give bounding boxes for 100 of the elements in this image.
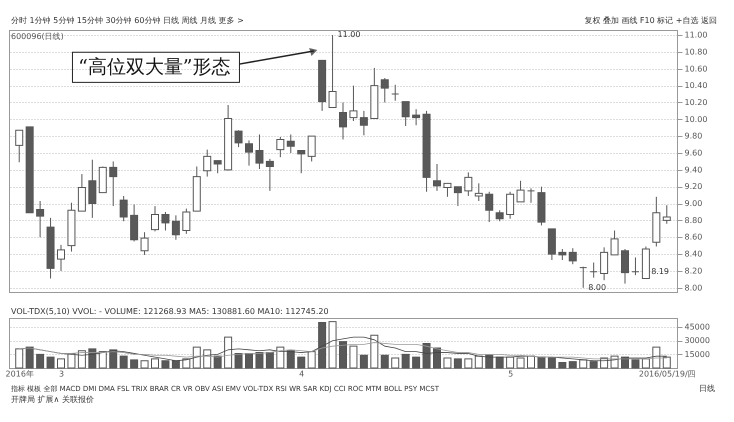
candlestick	[276, 136, 284, 158]
candlestick	[527, 188, 535, 204]
text: VOL-TDX(5,10) VVOL: - VOLUME: 121268.93 MA5: 130881.60 MA10: 112745.20	[11, 307, 329, 316]
bar	[349, 346, 358, 368]
y-tick-label: 8.60	[684, 232, 702, 242]
bar	[631, 359, 640, 368]
bar	[245, 352, 253, 368]
bar	[214, 356, 222, 368]
candlestick	[485, 191, 494, 223]
candlestick	[360, 110, 368, 136]
candlestick	[600, 246, 608, 281]
bar	[78, 350, 86, 368]
candlestick	[496, 210, 504, 222]
candlestick	[349, 85, 358, 122]
candlestick	[433, 163, 441, 192]
candlestick	[443, 182, 452, 198]
candlestick	[182, 208, 190, 234]
candlestick	[172, 214, 180, 240]
y-tick-label: 9.60	[684, 148, 702, 158]
candlestick	[474, 182, 483, 202]
bar	[15, 348, 24, 368]
candlestick	[308, 136, 316, 162]
bar	[527, 356, 535, 368]
bar	[537, 356, 546, 368]
annotation: 8.19	[651, 266, 669, 276]
y-tick-label: 9.00	[684, 199, 702, 208]
text: 分时 1分钟 5分钟 15分钟 30分钟 60分钟 日线 周线 月线 更多 >	[11, 16, 244, 25]
candlestick	[590, 262, 598, 278]
candlestick	[516, 180, 525, 202]
bar	[496, 356, 504, 368]
bar	[234, 352, 243, 368]
x-tick-label: 4	[299, 370, 304, 378]
bar	[276, 346, 284, 368]
candlestick	[464, 172, 472, 196]
y-tick-label: 8.80	[684, 216, 702, 225]
candlestick	[568, 248, 577, 265]
x-tick-label: 5	[508, 370, 514, 378]
bar	[224, 336, 232, 368]
candlestick	[15, 130, 24, 163]
bar	[433, 348, 441, 368]
bar	[98, 351, 107, 368]
bar	[391, 358, 400, 368]
bar	[516, 358, 525, 368]
x-tick-label: 2016年	[6, 370, 34, 378]
candlestick	[234, 130, 243, 148]
candlestick	[266, 158, 274, 192]
y-tick-label: 8.20	[684, 266, 702, 276]
bar	[182, 358, 190, 368]
candlestick	[214, 160, 222, 174]
candlestick	[120, 195, 128, 222]
y-tick-label: 9.40	[684, 165, 702, 174]
candlestick	[109, 160, 118, 207]
y-tick-label: 8.40	[684, 250, 702, 259]
bar	[402, 354, 410, 368]
bar	[286, 350, 295, 368]
bar	[579, 359, 588, 368]
bar	[642, 358, 650, 368]
bar	[26, 346, 34, 368]
candlestick	[203, 149, 212, 178]
bar	[318, 322, 326, 368]
bar	[161, 360, 170, 368]
line-series	[18, 342, 668, 360]
bar	[109, 349, 118, 368]
candlestick	[662, 204, 671, 224]
bar	[422, 342, 431, 368]
candlestick	[297, 150, 306, 174]
candlestick	[161, 211, 170, 231]
bar	[339, 341, 347, 368]
bar	[151, 358, 159, 368]
bar	[88, 348, 96, 368]
candlestick	[245, 140, 253, 166]
bar	[590, 361, 598, 368]
bar	[412, 356, 420, 368]
candlestick	[412, 108, 420, 126]
y-tick-label: 30000	[684, 336, 710, 346]
bar	[36, 354, 44, 368]
bar	[558, 362, 566, 368]
bar	[297, 356, 306, 368]
bar	[46, 356, 55, 368]
bar	[464, 358, 472, 368]
bar	[57, 358, 65, 368]
candlestick	[36, 200, 44, 238]
bar	[360, 354, 368, 368]
y-tick-label: 10.00	[684, 114, 708, 124]
candlestick	[402, 101, 410, 127]
bar	[474, 356, 483, 368]
candlestick	[255, 134, 264, 170]
bar	[485, 354, 494, 368]
annotation: 11.00	[338, 30, 360, 40]
chart-title: 600096(日线)	[11, 32, 64, 41]
text: 复权 叠加 画线 F10 标记 +自选 返回	[584, 16, 717, 25]
y-tick-label: 10.80	[684, 47, 708, 56]
bar	[130, 359, 138, 368]
candlestick	[151, 206, 159, 232]
y-tick-label: 9.20	[684, 182, 702, 192]
candlestick	[57, 244, 65, 272]
bar	[443, 358, 452, 368]
annotation: “高位双大量”形态	[78, 56, 231, 78]
y-tick-label: 11.00	[684, 30, 708, 40]
bar	[548, 358, 556, 368]
